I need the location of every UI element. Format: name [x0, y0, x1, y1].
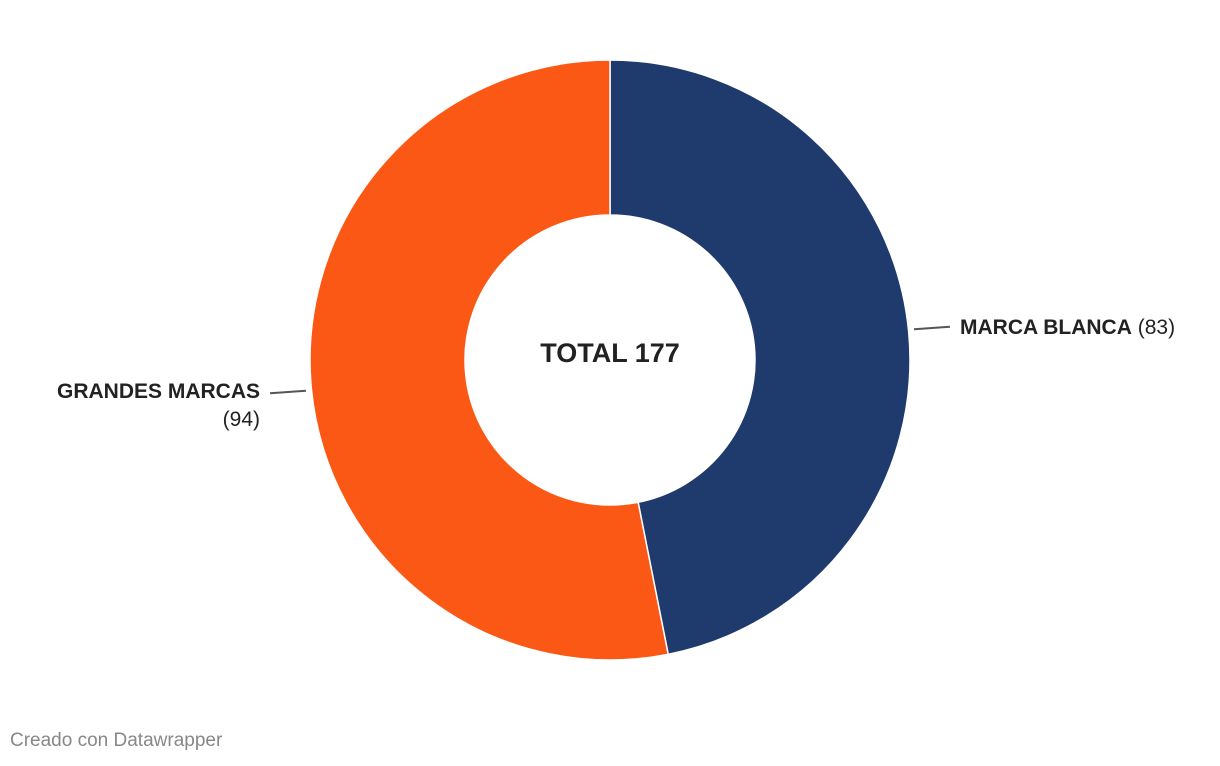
slice-marca-blanca	[609, 59, 911, 656]
slice-grandes-marcas	[309, 59, 670, 661]
footer-credit: Creado con Datawrapper	[10, 730, 223, 751]
slice-name-marca-blanca: MARCA BLANCA	[960, 316, 1132, 339]
slice-label-grandes-marcas: GRANDES MARCAS (94)	[20, 378, 260, 434]
slice-value-marca-blanca: (83)	[1137, 316, 1176, 339]
center-total-label: TOTAL 177	[540, 338, 680, 368]
slice-value-grandes-marcas: (94)	[222, 408, 260, 431]
slice-label-marca-blanca: MARCA BLANCA (83)	[960, 314, 1175, 342]
slice-name-grandes-marcas: GRANDES MARCAS	[56, 380, 260, 403]
